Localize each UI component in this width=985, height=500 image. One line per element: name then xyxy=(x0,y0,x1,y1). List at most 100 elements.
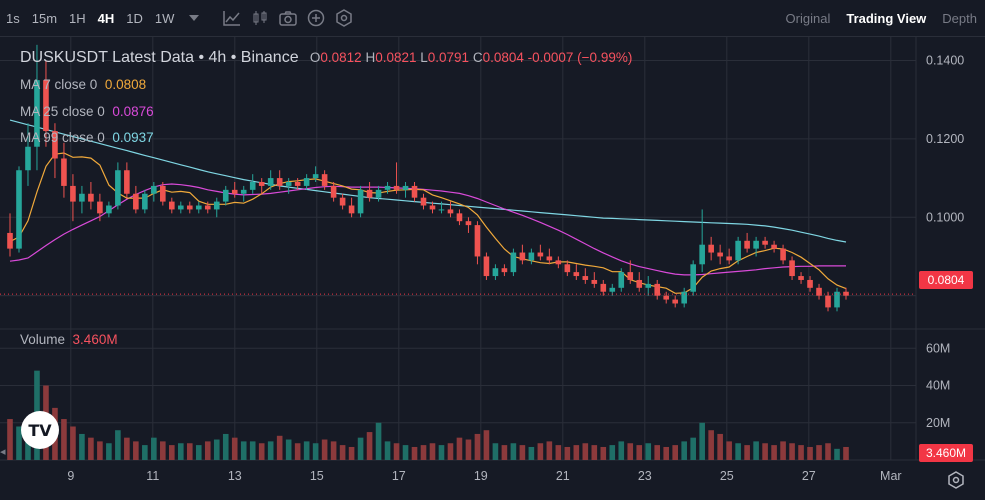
candle-body xyxy=(348,205,355,214)
volume-bar xyxy=(807,446,813,460)
interval-1h[interactable]: 1H xyxy=(69,10,86,26)
view-original[interactable]: Original xyxy=(785,10,831,26)
candle-body xyxy=(798,276,804,280)
volume-bar xyxy=(447,443,454,460)
candle-body xyxy=(321,174,328,186)
volume-bar xyxy=(834,448,840,460)
time-axis-label: 11 xyxy=(146,469,159,483)
candle-body xyxy=(591,279,598,284)
volume-bar xyxy=(744,445,750,460)
candles-icon[interactable] xyxy=(246,4,274,32)
candle-body xyxy=(510,252,517,273)
candle-body xyxy=(43,80,49,132)
price-axis-label: 0.1400 xyxy=(926,54,964,68)
volume-bar xyxy=(357,437,364,460)
last-price-tag: 0.0804 xyxy=(919,271,973,289)
volume-bar xyxy=(267,441,274,460)
volume-bar xyxy=(70,426,76,460)
scroll-left-icon[interactable]: ◂ xyxy=(0,446,6,458)
candle-body xyxy=(169,201,175,210)
ma7-value: 0.0808 xyxy=(104,77,147,92)
interval-1d[interactable]: 1D xyxy=(126,10,143,26)
volume-bar xyxy=(537,443,544,460)
volume-bar xyxy=(133,441,139,460)
candle-body xyxy=(456,213,463,222)
candle-body xyxy=(690,264,696,292)
interval-dropdown-icon[interactable] xyxy=(180,4,208,32)
ma99-legend[interactable]: MA 99 close 0 0.0937 xyxy=(20,130,154,145)
candle-body xyxy=(240,189,247,194)
volume-bar xyxy=(303,441,310,460)
view-switcher: Original Trading View Depth xyxy=(778,0,985,36)
volume-bar xyxy=(600,446,607,460)
volume-bar xyxy=(636,445,643,460)
tradingview-logo[interactable]: TV xyxy=(21,411,59,449)
candle-body xyxy=(780,248,786,261)
volume-bar xyxy=(465,439,472,460)
ma7-legend[interactable]: MA 7 close 0 0.0808 xyxy=(20,77,146,92)
price-axis-label: 0.1000 xyxy=(926,210,964,224)
volume-bar xyxy=(7,419,13,460)
ohlc-low: L0.0791 xyxy=(420,50,470,65)
settings-hex-icon[interactable] xyxy=(330,4,358,32)
volume-bar xyxy=(528,446,535,460)
interval-1s[interactable]: 1s xyxy=(6,10,20,26)
volume-bar xyxy=(375,422,382,460)
volume-bar xyxy=(591,445,598,460)
candle-body xyxy=(186,205,193,210)
interval-4h[interactable]: 4H xyxy=(97,10,115,26)
last-volume-tag: 3.460M xyxy=(919,444,973,462)
ma25-label: MA 25 close 0 xyxy=(20,104,105,119)
candlestick-chart[interactable]: 0.1400 0.1200 0.1000 60M 40M 20M 9 11 13 15 17 19 21… xyxy=(0,37,985,500)
volume-bar xyxy=(780,441,786,460)
candle-body xyxy=(330,185,337,198)
candle-body xyxy=(61,158,67,186)
volume-label: Volume xyxy=(20,332,66,347)
candle-body xyxy=(213,201,220,210)
interval-1w[interactable]: 1W xyxy=(154,10,175,26)
candle-body xyxy=(537,252,544,257)
volume-axis-label: 40M xyxy=(926,379,950,393)
interval-15m[interactable]: 15m xyxy=(31,10,58,26)
volume-bar xyxy=(222,433,229,460)
volume-bar xyxy=(115,430,121,460)
volume-bar xyxy=(510,443,517,460)
candle-body xyxy=(133,193,139,210)
candle-body xyxy=(708,244,714,253)
time-axis-label: 15 xyxy=(310,469,324,483)
volume-bar xyxy=(124,437,130,460)
volume-bar xyxy=(681,441,687,460)
candle-body xyxy=(195,205,202,210)
candle-body xyxy=(654,283,661,296)
view-depth[interactable]: Depth xyxy=(942,10,977,26)
time-axis-label: 27 xyxy=(802,469,816,483)
ma25-legend[interactable]: MA 25 close 0 0.0876 xyxy=(20,104,154,119)
volume-bar xyxy=(816,445,822,460)
volume-bar xyxy=(501,445,508,460)
chart-type-icon[interactable] xyxy=(218,4,246,32)
view-trading-view[interactable]: Trading View xyxy=(846,10,927,26)
candle-body xyxy=(393,185,400,190)
time-axis-label: 13 xyxy=(228,469,242,483)
ma7-line xyxy=(9,152,847,294)
volume-bar xyxy=(735,443,741,460)
candle-body xyxy=(717,252,723,257)
candle-body xyxy=(843,291,849,296)
add-indicator-icon[interactable] xyxy=(302,4,330,32)
volume-bar xyxy=(627,443,634,460)
camera-icon[interactable] xyxy=(274,4,302,32)
candle-body xyxy=(285,182,292,186)
candle-body xyxy=(267,178,274,186)
candle-body xyxy=(276,178,283,186)
volume-bar xyxy=(231,437,238,460)
candle-body xyxy=(366,189,373,198)
candle-body xyxy=(447,209,454,214)
volume-bar xyxy=(717,433,723,460)
candle-body xyxy=(204,205,211,210)
volume-bar xyxy=(573,445,580,460)
time-axis-label: 25 xyxy=(720,469,734,483)
ohlc-open: O0.0812 xyxy=(309,50,362,65)
volume-bar xyxy=(411,446,418,460)
chart-settings-icon[interactable] xyxy=(944,468,968,492)
candle-body xyxy=(483,256,490,277)
